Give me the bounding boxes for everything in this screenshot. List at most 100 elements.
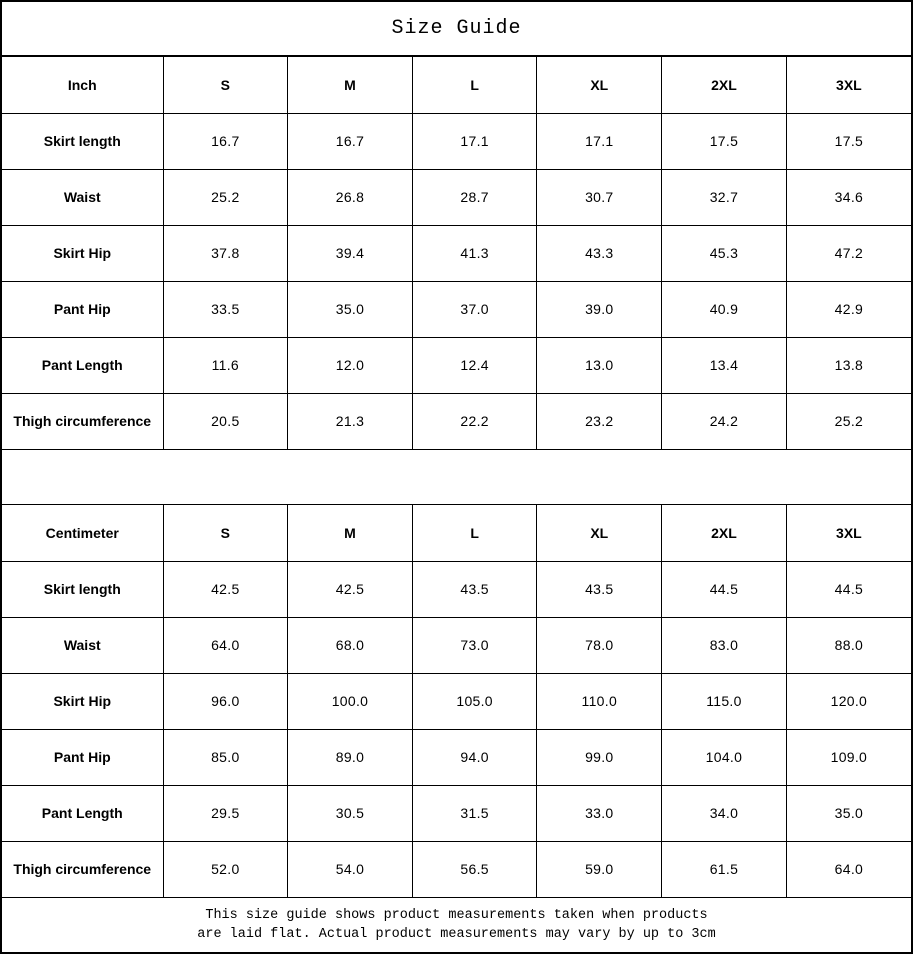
- size-value-cell: 47.2: [785, 224, 912, 282]
- size-value-cell: 33.5: [162, 280, 289, 338]
- size-value-cell: 39.0: [536, 280, 663, 338]
- size-value-cell: 12.0: [287, 336, 413, 394]
- size-value-cell: 33.0: [536, 784, 663, 842]
- size-column-header: M: [287, 504, 413, 562]
- size-value-cell: 26.8: [287, 168, 413, 226]
- disclaimer-line-2: are laid flat. Actual product measuremen…: [197, 927, 716, 942]
- size-value-cell: 42.5: [162, 560, 289, 618]
- row-label: Skirt Hip: [1, 224, 164, 282]
- row-label: Pant Hip: [1, 728, 164, 786]
- size-value-cell: 68.0: [287, 616, 413, 674]
- size-value-cell: 78.0: [536, 616, 663, 674]
- size-value-cell: 45.3: [661, 224, 787, 282]
- size-value-cell: 64.0: [162, 616, 289, 674]
- size-value-cell: 85.0: [162, 728, 289, 786]
- table-row: Thigh circumference 20.5 21.3 22.2 23.2 …: [1, 392, 912, 450]
- size-value-cell: 32.7: [661, 168, 787, 226]
- table-spacer: [2, 449, 911, 505]
- size-column-header: XL: [536, 56, 663, 114]
- size-guide-title: Size Guide: [2, 2, 911, 57]
- size-value-cell: 56.5: [411, 840, 538, 898]
- size-column-header: 2XL: [661, 56, 787, 114]
- size-value-cell: 16.7: [162, 112, 289, 170]
- size-value-cell: 30.5: [287, 784, 413, 842]
- size-value-cell: 35.0: [785, 784, 912, 842]
- measurement-disclaimer: This size guide shows product measuremen…: [2, 897, 911, 952]
- size-value-cell: 30.7: [536, 168, 663, 226]
- size-value-cell: 17.5: [785, 112, 912, 170]
- size-value-cell: 42.9: [785, 280, 912, 338]
- size-value-cell: 52.0: [162, 840, 289, 898]
- size-column-header: L: [411, 56, 538, 114]
- size-value-cell: 43.3: [536, 224, 663, 282]
- table-row: Skirt Hip 37.8 39.4 41.3 43.3 45.3 47.2: [1, 224, 912, 282]
- size-value-cell: 94.0: [411, 728, 538, 786]
- table-row: Pant Length 11.6 12.0 12.4 13.0 13.4 13.…: [1, 336, 912, 394]
- size-value-cell: 96.0: [162, 672, 289, 730]
- size-value-cell: 29.5: [162, 784, 289, 842]
- size-value-cell: 13.8: [785, 336, 912, 394]
- size-value-cell: 13.4: [661, 336, 787, 394]
- centimeter-size-table: Centimeter S M L XL 2XL 3XL Skirt length…: [1, 504, 912, 898]
- size-value-cell: 120.0: [785, 672, 912, 730]
- size-value-cell: 115.0: [661, 672, 787, 730]
- size-value-cell: 44.5: [661, 560, 787, 618]
- row-label: Skirt length: [1, 560, 164, 618]
- size-value-cell: 89.0: [287, 728, 413, 786]
- size-value-cell: 43.5: [411, 560, 538, 618]
- table-row: Skirt length 42.5 42.5 43.5 43.5 44.5 44…: [1, 560, 912, 618]
- size-value-cell: 54.0: [287, 840, 413, 898]
- size-column-header: XL: [536, 504, 663, 562]
- size-value-cell: 20.5: [162, 392, 289, 450]
- size-value-cell: 25.2: [162, 168, 289, 226]
- inch-unit-header: Inch: [1, 56, 164, 114]
- row-label: Thigh circumference: [1, 840, 164, 898]
- size-value-cell: 100.0: [287, 672, 413, 730]
- size-value-cell: 22.2: [411, 392, 538, 450]
- size-value-cell: 104.0: [661, 728, 787, 786]
- size-value-cell: 21.3: [287, 392, 413, 450]
- size-column-header: S: [162, 56, 289, 114]
- size-value-cell: 17.1: [411, 112, 538, 170]
- table-row: Pant Length 29.5 30.5 31.5 33.0 34.0 35.…: [1, 784, 912, 842]
- size-value-cell: 61.5: [661, 840, 787, 898]
- size-value-cell: 83.0: [661, 616, 787, 674]
- size-column-header: 3XL: [785, 504, 912, 562]
- size-value-cell: 37.8: [162, 224, 289, 282]
- size-value-cell: 110.0: [536, 672, 663, 730]
- size-value-cell: 34.0: [661, 784, 787, 842]
- size-value-cell: 13.0: [536, 336, 663, 394]
- table-row: Waist 25.2 26.8 28.7 30.7 32.7 34.6: [1, 168, 912, 226]
- centimeter-unit-header: Centimeter: [1, 504, 164, 562]
- size-value-cell: 73.0: [411, 616, 538, 674]
- centimeter-header-row: Centimeter S M L XL 2XL 3XL: [1, 504, 912, 562]
- size-column-header: S: [162, 504, 289, 562]
- size-value-cell: 12.4: [411, 336, 538, 394]
- size-value-cell: 35.0: [287, 280, 413, 338]
- row-label: Skirt length: [1, 112, 164, 170]
- size-value-cell: 17.1: [536, 112, 663, 170]
- size-column-header: M: [287, 56, 413, 114]
- size-value-cell: 105.0: [411, 672, 538, 730]
- size-value-cell: 11.6: [162, 336, 289, 394]
- size-value-cell: 34.6: [785, 168, 912, 226]
- size-value-cell: 40.9: [661, 280, 787, 338]
- table-row: Skirt Hip 96.0 100.0 105.0 110.0 115.0 1…: [1, 672, 912, 730]
- table-row: Pant Hip 85.0 89.0 94.0 99.0 104.0 109.0: [1, 728, 912, 786]
- row-label: Thigh circumference: [1, 392, 164, 450]
- table-row: Thigh circumference 52.0 54.0 56.5 59.0 …: [1, 840, 912, 898]
- size-value-cell: 28.7: [411, 168, 538, 226]
- size-value-cell: 17.5: [661, 112, 787, 170]
- size-value-cell: 42.5: [287, 560, 413, 618]
- size-value-cell: 23.2: [536, 392, 663, 450]
- disclaimer-line-1: This size guide shows product measuremen…: [205, 908, 708, 923]
- size-value-cell: 59.0: [536, 840, 663, 898]
- size-column-header: 2XL: [661, 504, 787, 562]
- size-value-cell: 44.5: [785, 560, 912, 618]
- size-column-header: 3XL: [785, 56, 912, 114]
- inch-size-table: Inch S M L XL 2XL 3XL Skirt length 16.7 …: [1, 56, 912, 450]
- row-label: Pant Length: [1, 336, 164, 394]
- row-label: Skirt Hip: [1, 672, 164, 730]
- size-value-cell: 39.4: [287, 224, 413, 282]
- inch-header-row: Inch S M L XL 2XL 3XL: [1, 56, 912, 114]
